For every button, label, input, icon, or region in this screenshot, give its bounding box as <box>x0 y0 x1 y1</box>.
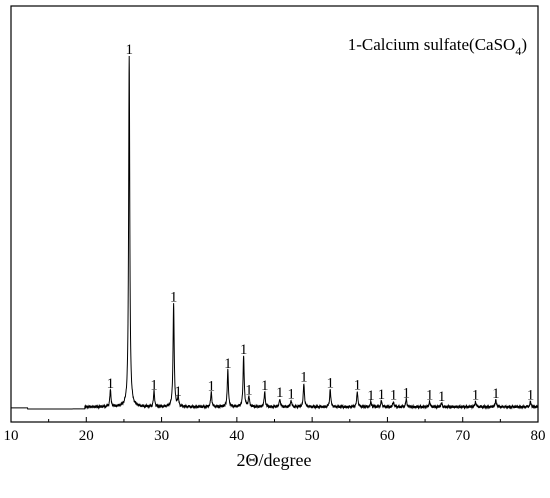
xrd-pattern-line <box>11 56 539 410</box>
peak-label: 1 <box>125 42 133 58</box>
legend-label: 1-Calcium sulfate(CaSO4) <box>348 35 527 58</box>
peak-label: 1 <box>492 386 500 402</box>
x-tick-label: 10 <box>4 428 19 444</box>
plot-frame <box>10 5 539 423</box>
peak-label: 1 <box>300 369 308 385</box>
peak-label: 1 <box>276 385 284 401</box>
x-tick-label: 60 <box>380 428 395 444</box>
x-tick-label: 30 <box>154 428 169 444</box>
peak-label: 1 <box>354 378 362 394</box>
peak-label: 1 <box>378 387 386 403</box>
peak-label: 1 <box>261 378 269 394</box>
x-tick-label: 20 <box>79 428 94 444</box>
peak-label: 1 <box>224 356 232 372</box>
peak-label: 1 <box>367 388 375 404</box>
x-tick-label: 50 <box>305 428 320 444</box>
legend-subscript: 4 <box>515 44 521 58</box>
peak-label: 1 <box>287 387 295 403</box>
peak-label: 1 <box>426 387 434 403</box>
peak-label: 1 <box>208 378 216 394</box>
x-tick-label: 70 <box>455 428 470 444</box>
peak-label: 1 <box>150 378 158 394</box>
x-tick-label: 80 <box>531 428 546 444</box>
peak-label: 1 <box>390 388 398 404</box>
peak-label: 1 <box>438 389 446 405</box>
peak-label: 1 <box>174 384 182 400</box>
peak-label: 1 <box>245 382 253 398</box>
peak-label: 1 <box>403 385 411 401</box>
peak-label: 1 <box>326 375 334 391</box>
x-axis-label: 2Θ/degree <box>237 450 312 470</box>
peak-label: 1 <box>170 289 178 305</box>
x-tick-label: 40 <box>229 428 244 444</box>
peak-label: 1 <box>472 388 480 404</box>
peak-label: 1 <box>107 376 115 392</box>
x-axis-tick-labels: 10 20 30 40 50 60 70 80 <box>4 428 546 444</box>
x-axis-ticks <box>10 417 539 422</box>
peak-label: 1 <box>240 342 248 358</box>
peak-label: 1 <box>527 388 535 404</box>
